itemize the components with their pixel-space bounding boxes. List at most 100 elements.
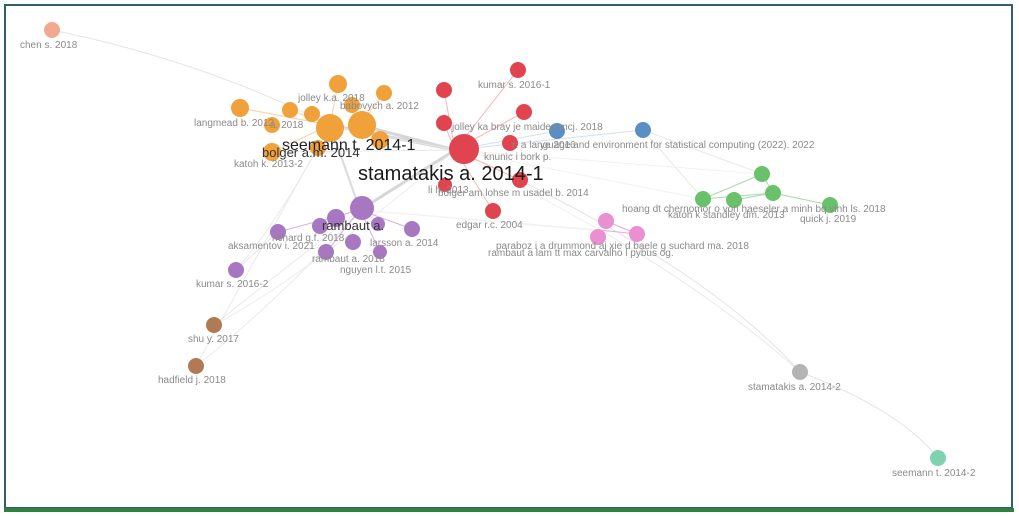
node-purple[interactable] — [327, 209, 345, 227]
label-bolger-2014: bolger a.m. 2014 — [262, 145, 360, 160]
node-purple[interactable] — [270, 224, 286, 240]
edge — [599, 229, 801, 373]
node-rambaut-a[interactable] — [350, 196, 374, 220]
edge — [799, 371, 939, 459]
node-hadfield-2018[interactable] — [188, 358, 204, 374]
node-orange[interactable] — [304, 106, 320, 122]
edge — [359, 148, 456, 212]
node-orange[interactable] — [231, 99, 249, 117]
node-purple[interactable] — [345, 234, 361, 250]
node-bolger-2014[interactable] — [348, 111, 376, 139]
label-nguyen-2015: nguyen l.t. 2015 — [340, 265, 412, 276]
edge — [454, 149, 704, 200]
node-red[interactable] — [502, 135, 518, 151]
edge — [235, 231, 279, 271]
label-li-2013: li h. 2013 — [428, 185, 469, 196]
node-purple[interactable] — [312, 218, 328, 234]
edge — [239, 107, 331, 126]
edge — [454, 149, 601, 231]
node-shu-2017[interactable] — [206, 317, 222, 333]
edge — [642, 129, 704, 200]
edges — [51, 29, 939, 459]
label-jolley-2018: jolley k.a. 2018 — [297, 93, 365, 104]
edge — [359, 123, 456, 152]
label-seemann-2014-1: seemann t. 2014-1 — [282, 137, 416, 154]
node-red[interactable] — [516, 104, 532, 120]
nodes[interactable] — [44, 22, 946, 466]
node-orange[interactable] — [310, 140, 326, 156]
node-purple[interactable] — [318, 244, 334, 260]
node-seemann-2014-2[interactable] — [930, 450, 946, 466]
label-hadfield-2018: hadfield j. 2018 — [158, 375, 226, 386]
label-richard-2018: richard g.f. 2018 — [272, 233, 345, 244]
node-pink[interactable] — [598, 213, 614, 229]
edge — [702, 173, 763, 200]
edge — [359, 209, 638, 235]
labels: chen s. 2018 kumar s. 2016-1 jolley k.a.… — [20, 40, 976, 479]
label-aksamentov-2021: aksamentov i. 2021 — [228, 241, 315, 252]
node-stamatakis-2014-1[interactable] — [449, 134, 479, 164]
node-chen-2018[interactable] — [44, 22, 60, 38]
node-orange[interactable] — [263, 143, 281, 161]
node-pink[interactable] — [590, 229, 606, 245]
node-orange[interactable] — [371, 131, 389, 149]
edge — [454, 149, 763, 175]
label-larsson-2014: larsson a. 2014 — [370, 238, 439, 249]
label-bolger-lohse: bolger am lohse m usadel b. 2014 — [438, 188, 589, 199]
node-r-env-2022[interactable] — [635, 122, 651, 138]
node-green[interactable] — [726, 192, 742, 208]
node-red[interactable] — [436, 115, 452, 131]
label-kelley-maiden: jolley ka bray je maiden mcj. 2018 — [451, 122, 603, 133]
node-red[interactable] — [438, 178, 452, 192]
node-orange[interactable] — [376, 85, 392, 101]
node-orange[interactable] — [344, 97, 360, 113]
edge — [772, 192, 831, 206]
label-katoh-standley: katoh k standley dm. 2013 — [668, 210, 785, 221]
map-frame — [4, 4, 1013, 509]
node-purple[interactable] — [373, 245, 387, 259]
label-rambaut-2018: rambaut a. 2018 — [312, 254, 385, 265]
node-pink[interactable] — [629, 226, 645, 242]
label-anon-2018: a. 2018 — [270, 120, 304, 131]
label-chen-2018: chen s. 2018 — [20, 40, 78, 51]
node-red[interactable] — [436, 82, 452, 98]
node-quick-2019[interactable] — [822, 197, 838, 213]
node-orange[interactable] — [282, 102, 298, 118]
node-purple[interactable] — [371, 217, 385, 231]
node-red[interactable] — [512, 172, 528, 188]
node-green[interactable] — [754, 166, 770, 182]
label-kumar-2016-2: kumar s. 2016-2 — [196, 279, 269, 290]
node-edgar-2004[interactable] — [485, 203, 501, 219]
node-blue[interactable] — [549, 123, 565, 139]
label-paraboz: paraboz i a drummond aj xie d baele g su… — [496, 241, 749, 252]
node-green[interactable] — [765, 185, 781, 201]
label-quick-2019: quick j. 2019 — [800, 214, 857, 225]
node-green[interactable] — [695, 191, 711, 207]
label-shu-2017: shu y. 2017 — [188, 334, 239, 345]
node-kumar-2016-2[interactable] — [228, 262, 244, 278]
node-stamatakis-2014-2[interactable] — [792, 364, 808, 380]
label-stamatakis-2014-2: stamatakis a. 2014-2 — [748, 382, 841, 393]
label-hoang: hoang dt chernomor o von haeseler a minh… — [622, 204, 886, 215]
label-kumar-2016-1: kumar s. 2016-1 — [478, 80, 551, 91]
label-babovych-2012: babovych a. 2012 — [340, 101, 419, 112]
edge — [642, 129, 763, 175]
edge — [454, 129, 644, 151]
label-ye-2016: ye 2016 — [540, 140, 576, 151]
label-seemann-2014-2: seemann t. 2014-2 — [892, 468, 976, 479]
node-orange[interactable] — [329, 75, 347, 93]
frame-bottom-accent — [4, 508, 1014, 512]
label-r-env-2022: r: a language and environment for statis… — [512, 140, 815, 151]
node-purple[interactable] — [404, 221, 420, 237]
node-seemann-2014-1[interactable] — [316, 114, 344, 142]
label-katoh-2013-2: katoh k. 2013-2 — [234, 159, 303, 170]
label-knunic: knunic i bork p. — [484, 152, 551, 163]
node-orange[interactable] — [264, 117, 280, 133]
label-stamatakis-2014-1: stamatakis a. 2014-1 — [358, 163, 544, 185]
label-langmead-2012: langmead b. 2012 — [194, 118, 275, 129]
edge — [213, 149, 456, 326]
label-rambaut-lam: rambaut a lam tt max carvalho l pybus og… — [488, 248, 674, 259]
label-rambaut-a: rambaut a. — [322, 218, 384, 233]
node-kumar-2016-1[interactable] — [510, 62, 526, 78]
